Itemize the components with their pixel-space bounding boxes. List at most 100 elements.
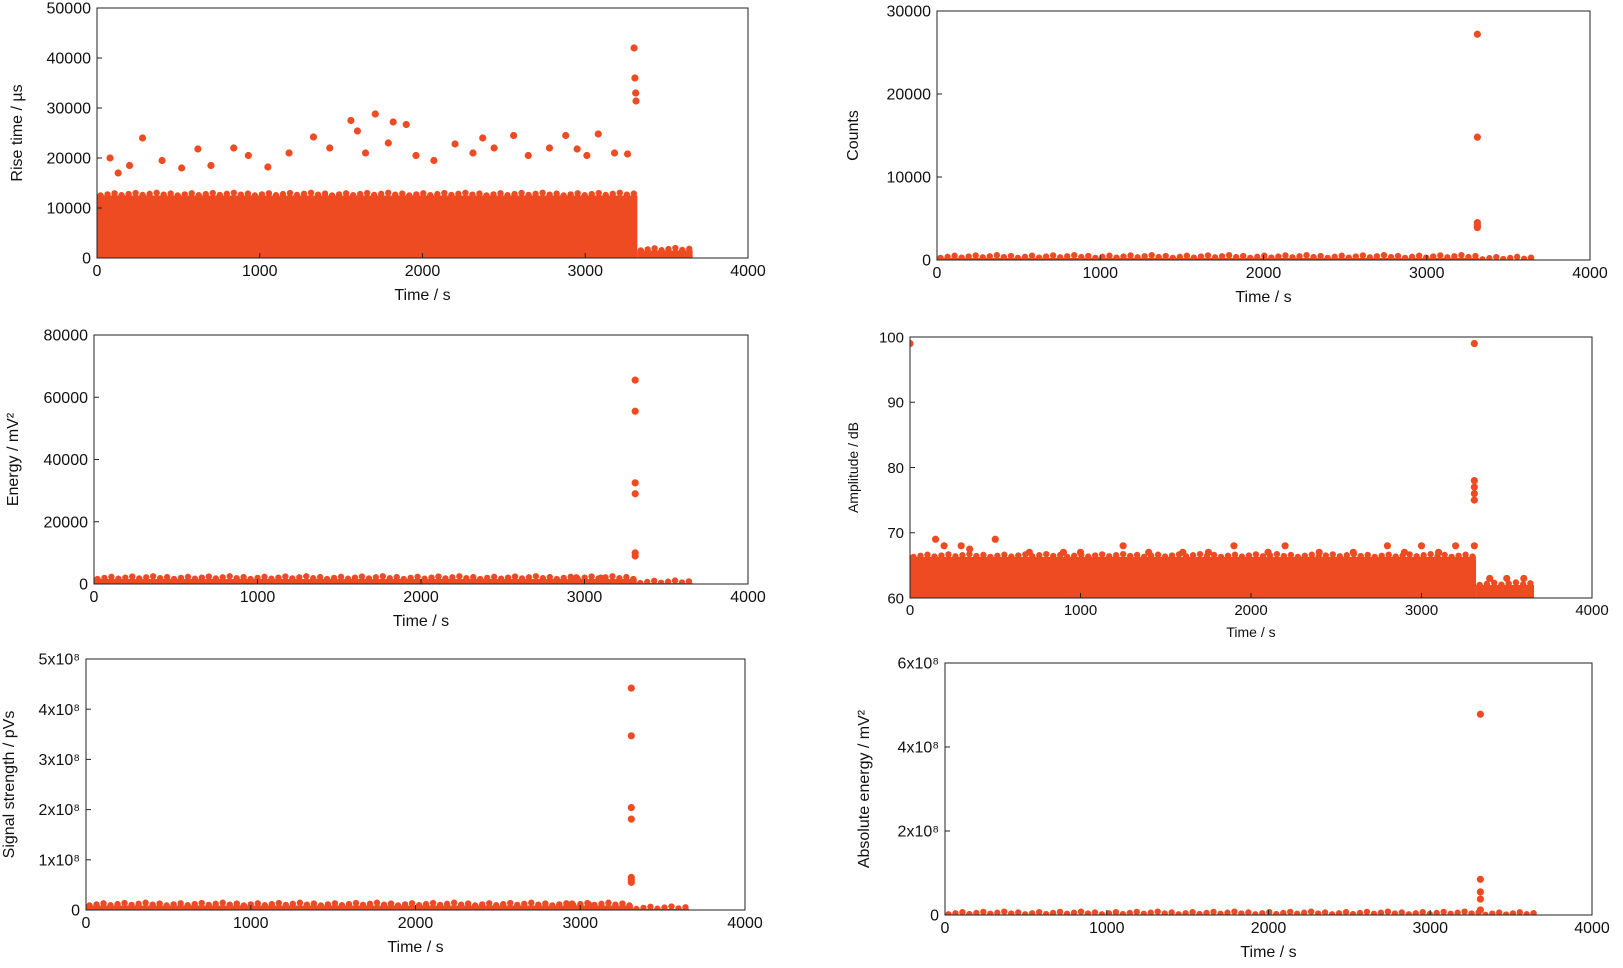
- data-point: [128, 901, 135, 909]
- data-point: [535, 901, 542, 908]
- data-point: [623, 573, 630, 581]
- x-tick-label: 0: [90, 589, 99, 606]
- data-point: [957, 542, 965, 550]
- data-point: [1493, 253, 1500, 260]
- data-point: [1364, 551, 1371, 559]
- data-point: [1530, 909, 1537, 915]
- data-point: [1468, 910, 1475, 915]
- data-point: [1141, 253, 1148, 260]
- data-point: [347, 116, 355, 125]
- x-tick-label: 3000: [1409, 265, 1445, 282]
- data-point: [640, 904, 647, 910]
- y-tick-label: 60: [887, 590, 904, 607]
- data-point: [310, 900, 318, 907]
- data-point: [630, 44, 638, 52]
- data-point: [1196, 910, 1203, 915]
- data-point: [626, 902, 633, 909]
- data-point: [1282, 252, 1289, 259]
- data-point: [1500, 255, 1507, 260]
- data-point: [1448, 553, 1455, 561]
- data-point: [1349, 548, 1357, 556]
- x-axis-label: Time / s: [393, 613, 449, 630]
- data-point: [1154, 908, 1161, 915]
- y-axis-label: Amplitude / dB: [845, 422, 861, 513]
- data-point: [230, 189, 238, 196]
- data-point: [1161, 553, 1169, 560]
- data-point: [1112, 908, 1120, 915]
- data-point: [345, 900, 353, 908]
- data-point: [1120, 253, 1127, 260]
- data-point: [966, 550, 973, 558]
- data-point: [282, 901, 290, 909]
- data-point: [1133, 908, 1140, 915]
- data-point: [323, 575, 331, 583]
- data-point: [959, 552, 966, 559]
- data-point: [1296, 253, 1303, 260]
- data-point: [965, 253, 972, 260]
- data-point: [1189, 552, 1197, 559]
- data-point: [261, 573, 268, 581]
- data-point: [415, 902, 423, 909]
- data-point: [966, 910, 973, 915]
- data-point: [1486, 255, 1493, 260]
- y-tick-label: 40000: [47, 51, 92, 68]
- data-point: [1239, 252, 1247, 260]
- x-tick-label: 1000: [240, 589, 276, 606]
- data-point: [1461, 908, 1468, 915]
- data-layer: [94, 376, 693, 584]
- data-point: [1343, 552, 1350, 559]
- data-point: [254, 900, 262, 907]
- data-point: [504, 574, 512, 581]
- data-point: [118, 192, 125, 199]
- data-point: [1380, 251, 1388, 259]
- data-point: [170, 901, 177, 908]
- data-point: [330, 574, 338, 582]
- x-tick-label: 1000: [242, 263, 278, 280]
- data-point: [1230, 542, 1238, 550]
- data-point: [1247, 254, 1254, 260]
- chart-panel-2: 0 1000 2000 3000 4000 0 10000 20000 30000 Time / …: [845, 4, 1608, 306]
- data-point: [1371, 553, 1378, 561]
- data-point: [1014, 254, 1022, 260]
- data-point: [394, 902, 402, 909]
- data-point: [966, 545, 974, 553]
- data-point: [685, 578, 693, 584]
- data-point: [442, 575, 449, 582]
- data-point: [651, 245, 658, 252]
- data-point: [1315, 548, 1323, 556]
- x-tick-label: 1000: [1082, 265, 1118, 282]
- data-point: [177, 900, 184, 907]
- data-point: [1385, 551, 1392, 558]
- data-layer: [910, 339, 1535, 598]
- dense-point-band: [1476, 584, 1535, 598]
- data-point: [1063, 910, 1071, 915]
- data-point: [358, 573, 366, 580]
- data-point: [560, 192, 567, 199]
- data-point: [101, 574, 108, 582]
- data-point: [352, 899, 360, 907]
- x-tick-label: 4000: [730, 263, 766, 280]
- y-tick-label: 4x10⁸: [898, 740, 939, 757]
- data-point: [268, 900, 276, 908]
- data-point: [188, 190, 195, 197]
- dense-point-band: [637, 250, 693, 258]
- data-point: [1383, 542, 1391, 550]
- data-point: [1479, 256, 1486, 260]
- data-point: [194, 145, 202, 153]
- data-point: [114, 169, 122, 177]
- data-point: [377, 190, 385, 198]
- data-point: [1470, 496, 1478, 504]
- plot-frame: [93, 334, 749, 585]
- y-tick-label: 20000: [47, 151, 92, 168]
- data-point: [469, 191, 476, 198]
- data-point: [632, 89, 640, 97]
- data-point: [1513, 253, 1521, 260]
- data-point: [1287, 551, 1295, 559]
- data-point: [637, 579, 644, 584]
- data-point: [401, 901, 409, 908]
- data-point: [1127, 252, 1134, 259]
- data-point: [421, 575, 428, 582]
- data-point: [285, 149, 293, 157]
- data-point: [464, 900, 472, 907]
- data-point: [1176, 253, 1184, 260]
